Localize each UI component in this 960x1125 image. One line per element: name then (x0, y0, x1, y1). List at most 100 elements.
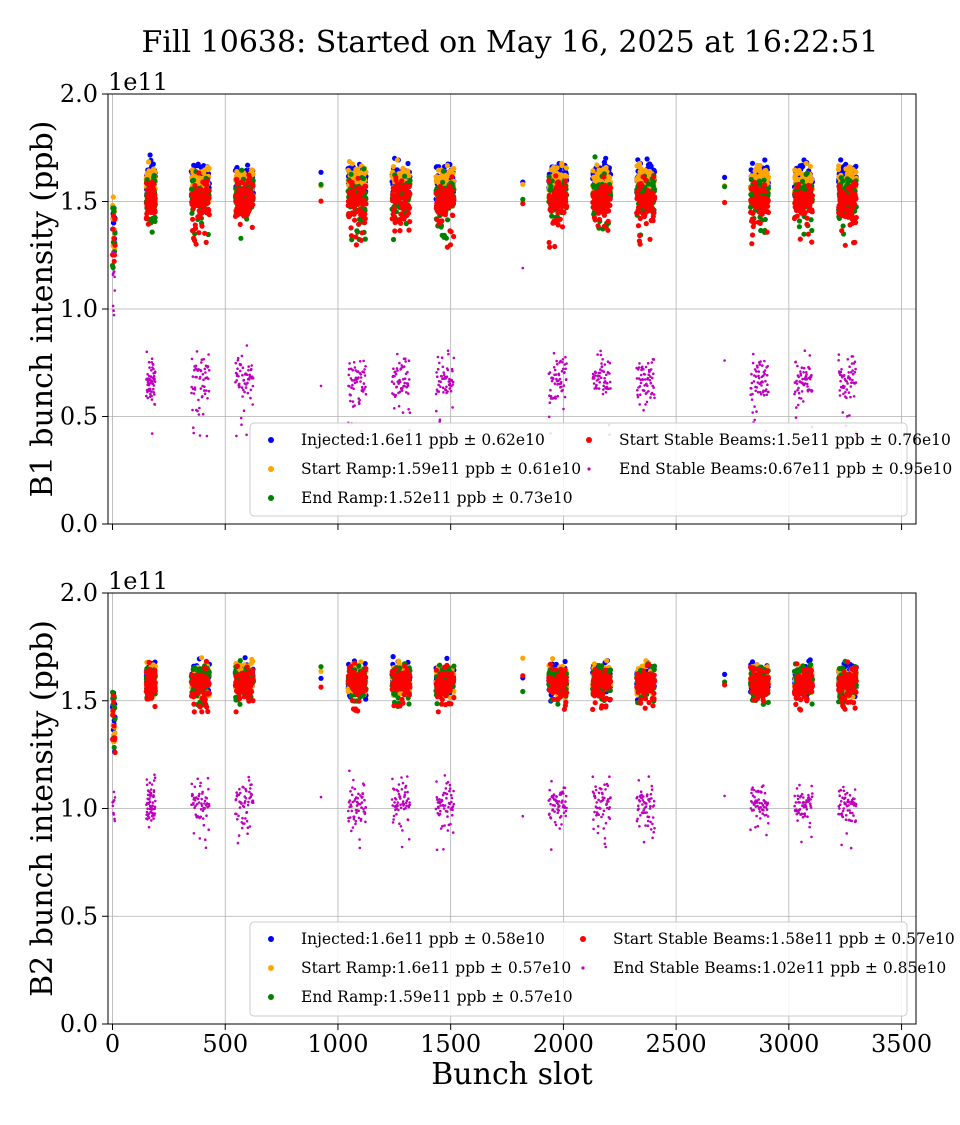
data-point (642, 368, 645, 371)
data-point (196, 230, 201, 235)
data-point (653, 397, 656, 400)
data-point (762, 178, 767, 183)
data-point (564, 368, 567, 371)
data-point (406, 228, 411, 233)
data-point (763, 217, 768, 222)
data-point (351, 188, 356, 193)
data-point (349, 394, 352, 397)
data-point (238, 385, 241, 388)
data-point (445, 217, 450, 222)
data-point (554, 397, 557, 400)
data-point (243, 391, 246, 394)
data-point (191, 358, 194, 361)
data-point (192, 426, 195, 429)
data-point (451, 166, 456, 171)
data-point (647, 237, 652, 242)
data-point (652, 194, 657, 199)
data-point (552, 378, 555, 381)
data-point (596, 223, 601, 228)
data-point (241, 386, 244, 389)
data-point (842, 411, 845, 414)
data-point (763, 360, 766, 363)
data-point (352, 218, 357, 223)
data-point (111, 194, 116, 199)
data-point (647, 377, 650, 380)
data-point (839, 380, 842, 383)
data-point (797, 387, 800, 390)
data-point (753, 380, 756, 383)
y-axis-label-b1: B1 bunch intensity (ppb) (25, 121, 60, 498)
data-point (795, 380, 798, 383)
data-point (450, 390, 453, 393)
data-point (547, 245, 552, 250)
data-point (653, 358, 656, 361)
data-point (643, 389, 646, 392)
data-point (754, 390, 757, 393)
data-point (362, 390, 365, 393)
data-point (752, 353, 755, 356)
data-point (241, 374, 244, 377)
data-point (755, 370, 758, 373)
data-point (845, 397, 848, 400)
data-point (150, 395, 153, 398)
data-point (154, 403, 157, 406)
data-point (113, 276, 116, 279)
data-point (847, 358, 850, 361)
data-point (448, 387, 451, 390)
data-point (564, 165, 569, 170)
data-point (193, 392, 196, 395)
data-point (562, 184, 567, 189)
data-point (405, 161, 410, 166)
data-point (408, 378, 411, 381)
data-point (651, 361, 654, 364)
data-point (450, 188, 455, 193)
data-point (853, 182, 858, 187)
data-point (439, 186, 444, 191)
data-point (250, 389, 253, 392)
data-point (204, 392, 207, 395)
data-point (152, 368, 155, 371)
data-point (245, 434, 248, 437)
data-point (805, 170, 810, 175)
data-point (602, 393, 605, 396)
data-point (804, 349, 807, 352)
data-point (349, 400, 352, 403)
data-point (853, 220, 858, 225)
data-point (750, 373, 753, 376)
data-point (202, 413, 205, 416)
data-point (804, 222, 809, 227)
data-point (439, 380, 442, 383)
data-point (565, 362, 568, 365)
data-point (838, 353, 841, 356)
data-point (153, 393, 156, 396)
data-point (553, 352, 556, 355)
data-point (318, 199, 323, 204)
data-point (555, 360, 558, 363)
data-point (363, 371, 366, 374)
data-point (608, 185, 613, 190)
data-point (112, 309, 115, 312)
data-point (147, 397, 150, 400)
data-point (247, 207, 252, 212)
data-point (401, 389, 404, 392)
data-point (763, 189, 768, 194)
data-point (755, 410, 758, 413)
data-point (802, 400, 805, 403)
data-point (352, 387, 355, 390)
data-point (849, 378, 852, 381)
data-point (854, 371, 857, 374)
data-point (449, 229, 454, 234)
data-point (599, 350, 602, 353)
data-point (237, 357, 240, 360)
data-point (190, 392, 193, 395)
data-point (642, 379, 645, 382)
data-point (564, 396, 567, 399)
data-point (353, 234, 358, 239)
data-point (761, 381, 764, 384)
data-point (442, 391, 445, 394)
data-point (234, 177, 239, 182)
data-point (149, 388, 152, 391)
data-point (751, 411, 754, 414)
